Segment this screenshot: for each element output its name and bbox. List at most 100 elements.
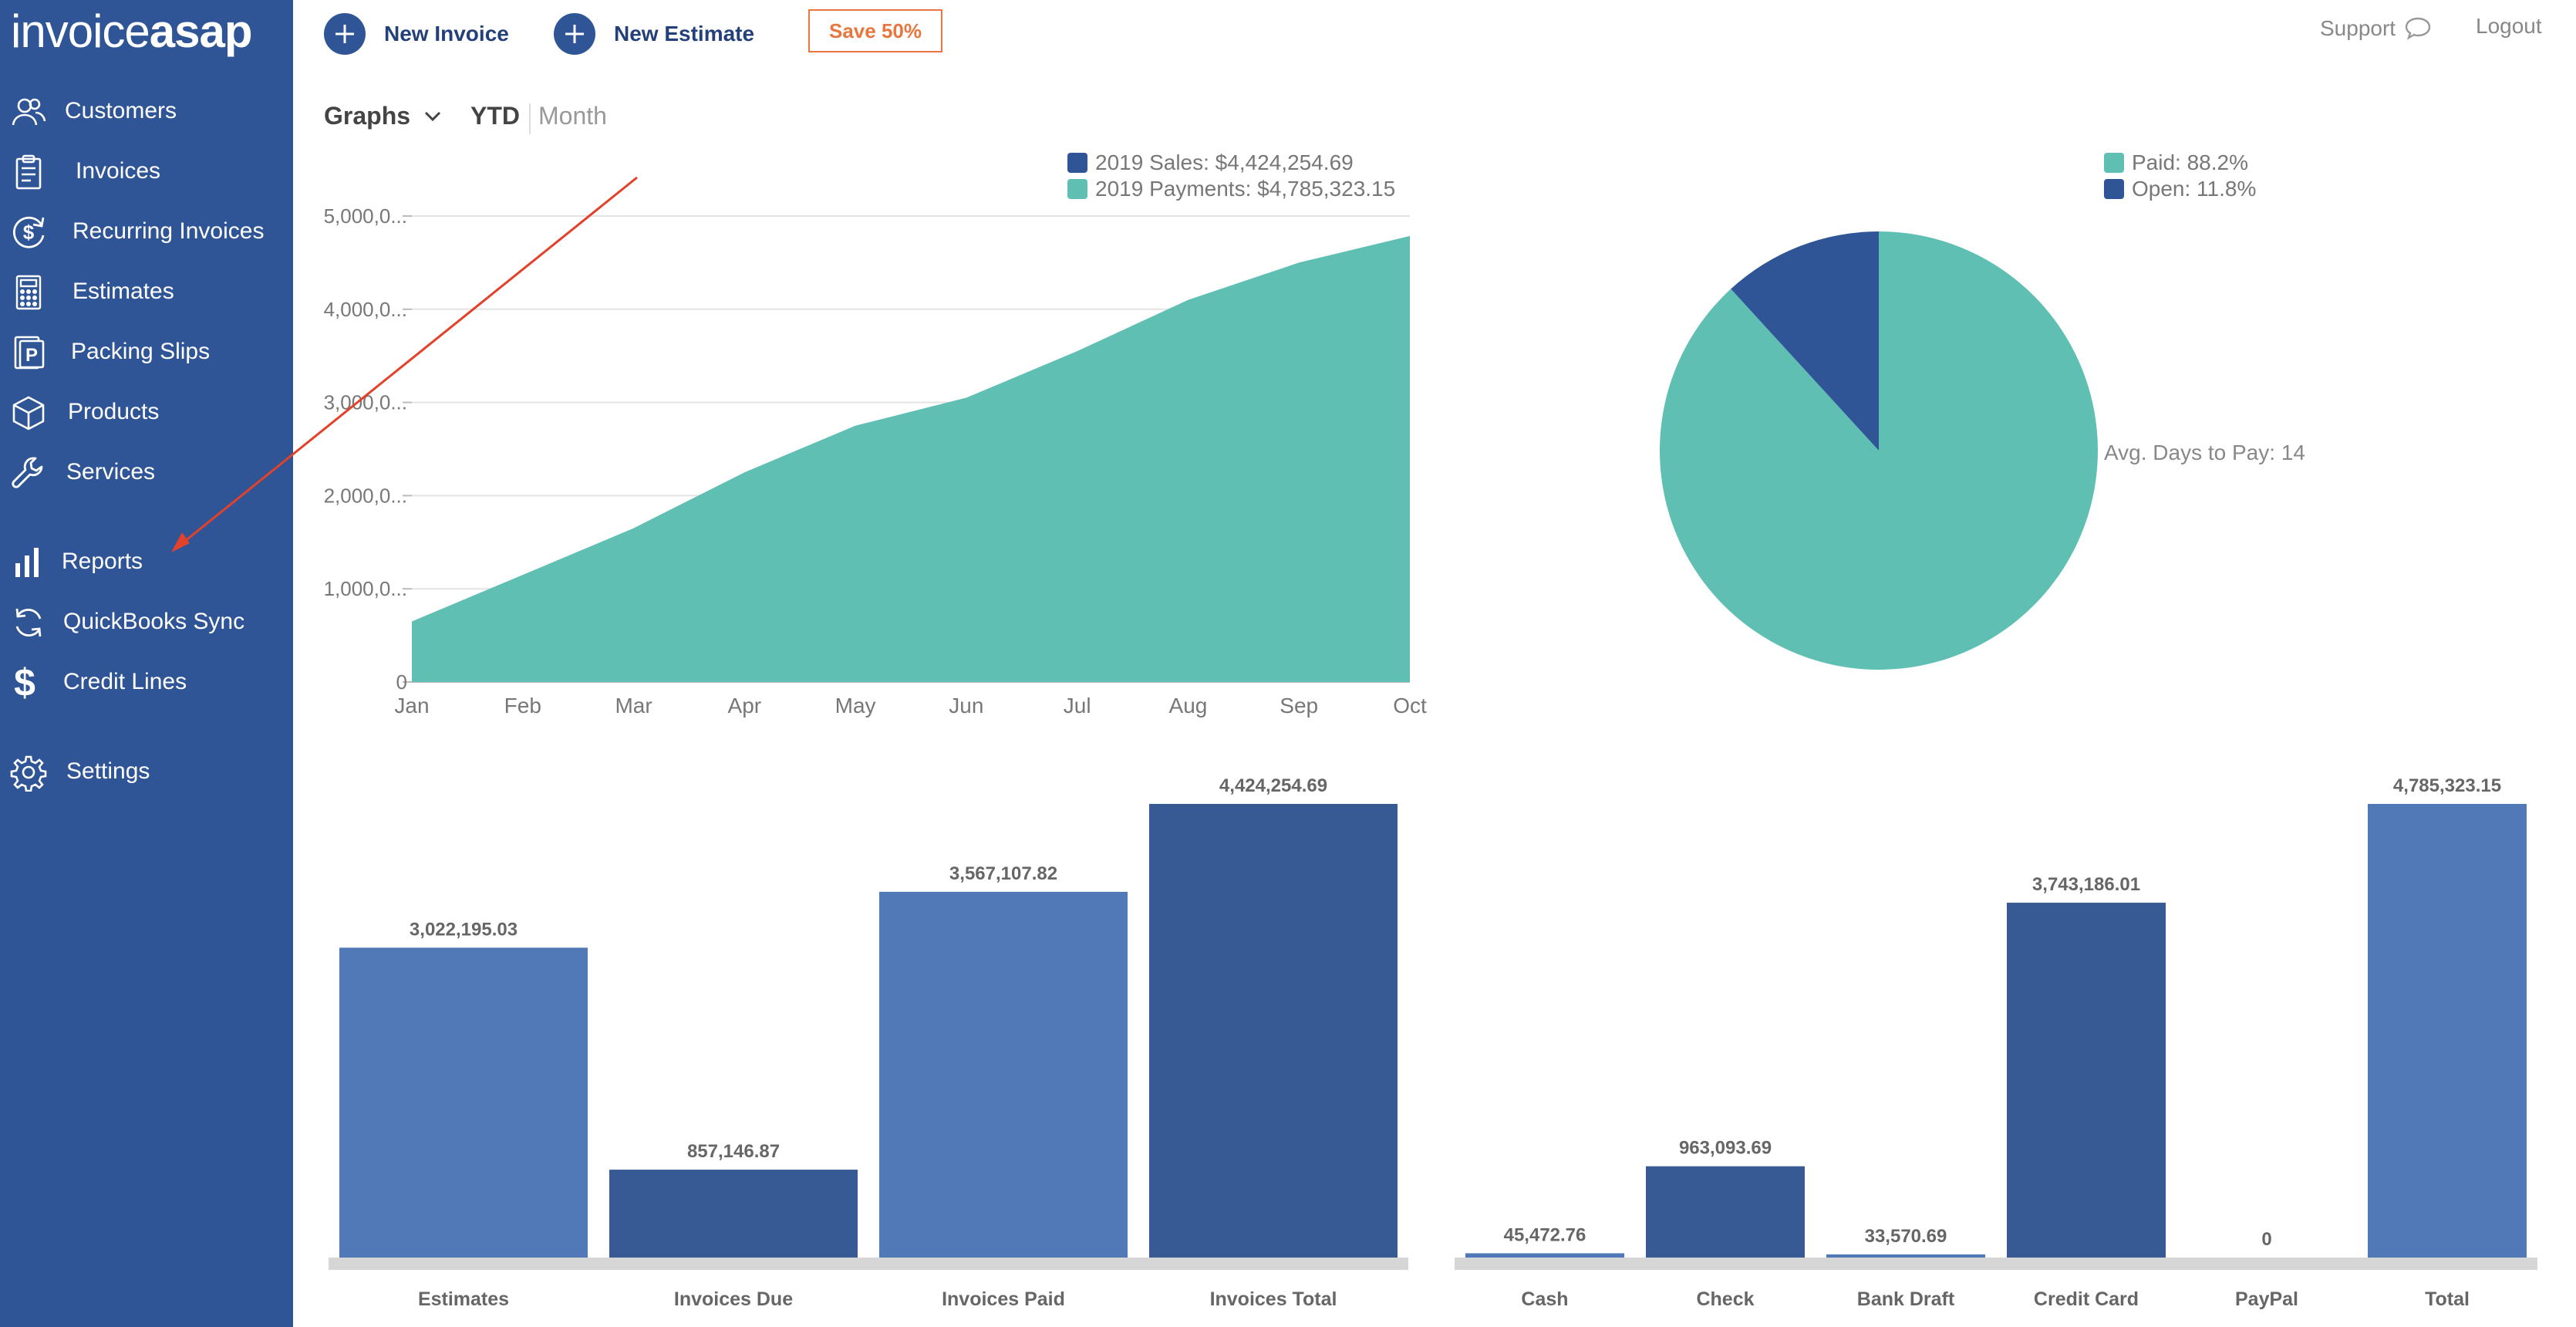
graphs-dropdown[interactable]: Graphs — [324, 102, 444, 130]
bar-baseline — [1455, 1258, 2537, 1270]
chevron-down-icon — [424, 111, 441, 121]
sidebar-item-recurring-invoices[interactable]: $ Recurring Invoices — [0, 207, 293, 256]
y-tick-label: 2,000,0... — [324, 484, 407, 507]
bar-bank-draft — [1826, 1254, 1985, 1258]
y-tick-label: 5,000,0... — [324, 204, 407, 228]
sidebar-item-packing-slips[interactable]: P Packing Slips — [0, 327, 293, 376]
area-y-tick-labels: 0 1,000,0... 2,000,0... 3,000,0... 4,000,0..… — [324, 204, 407, 694]
bar-estimates — [339, 947, 588, 1258]
svg-text:P: P — [25, 345, 38, 366]
bar-category-label: Bank Draft — [1857, 1288, 1955, 1310]
bar-value-label: 857,146.87 — [687, 1141, 780, 1162]
period-divider — [529, 103, 531, 134]
support-label: Support — [2320, 16, 2396, 40]
bar-category-label: Check — [1696, 1288, 1754, 1310]
sidebar-item-invoices[interactable]: Invoices — [0, 147, 293, 196]
period-month[interactable]: Month — [538, 102, 607, 130]
sidebar-item-credit-lines[interactable]: $ Credit Lines — [0, 657, 293, 707]
sidebar-item-label: Recurring Invoices — [72, 218, 265, 244]
new-estimate-label: New Estimate — [614, 22, 755, 46]
plus-icon — [554, 13, 595, 55]
bar-credit-card — [2007, 903, 2166, 1258]
logo[interactable]: invoice asap — [11, 5, 253, 66]
bar-value-label: 4,424,254.69 — [1219, 775, 1327, 796]
bar-chart-icon — [9, 543, 48, 582]
bar-value-label: 0 — [2261, 1229, 2271, 1250]
bar-category-label: Invoices Paid — [942, 1288, 1065, 1310]
bar-category-label: Credit Card — [2034, 1288, 2139, 1310]
bar-category-label: Invoices Total — [1210, 1288, 1337, 1310]
legend-swatch-paid — [2104, 153, 2124, 173]
y-tick-label: 0 — [396, 670, 407, 694]
x-tick-label: Jan — [394, 694, 429, 718]
svg-text:$: $ — [23, 221, 35, 244]
logo-text-bold: asap — [149, 5, 253, 57]
bar-check — [1646, 1166, 1805, 1258]
sidebar-item-reports[interactable]: Reports — [0, 537, 293, 586]
bar-category-label: Estimates — [418, 1288, 509, 1310]
legend-label-payments: 2019 Payments: $4,785,323.15 — [1095, 177, 1395, 201]
sidebar-item-label: Settings — [66, 758, 150, 784]
period-ytd[interactable]: YTD — [470, 102, 520, 130]
legend-swatch-payments — [1067, 179, 1087, 199]
area-series-payments — [412, 235, 1410, 682]
sidebar-item-label: Products — [68, 399, 160, 424]
bar-value-label: 4,785,323.15 — [2393, 775, 2501, 796]
sidebar-item-label: Customers — [65, 98, 177, 123]
bar-value-label: 33,570.69 — [1865, 1226, 1947, 1247]
pie-annotation: Avg. Days to Pay: 14 — [2104, 441, 2305, 464]
x-tick-label: May — [835, 694, 876, 718]
sidebar: invoice asap Customers Invoices $ Recurri… — [0, 0, 293, 1327]
gear-icon — [9, 753, 48, 792]
y-tick-label: 4,000,0... — [324, 298, 407, 321]
bar-category-label: Total — [2425, 1288, 2470, 1310]
sidebar-item-products[interactable]: Products — [0, 387, 293, 437]
svg-text:$: $ — [14, 664, 35, 702]
bar-value-label: 3,743,186.01 — [2032, 874, 2140, 895]
x-tick-label: Jun — [949, 694, 983, 718]
bar-value-label: 963,093.69 — [1679, 1138, 1772, 1159]
logout-link[interactable]: Logout — [2476, 14, 2542, 38]
bar-invoices-paid — [879, 891, 1128, 1258]
sidebar-item-label: Packing Slips — [71, 339, 211, 364]
annotation-arrow — [171, 176, 638, 552]
bar-value-label: 45,472.76 — [1504, 1224, 1586, 1245]
x-tick-label: Aug — [1169, 694, 1208, 718]
bar-value-label: 3,567,107.82 — [949, 863, 1057, 884]
sidebar-item-label: Reports — [62, 549, 143, 574]
area-chart: 0 1,000,0... 2,000,0... 3,000,0... 4,000,0..… — [171, 150, 1427, 718]
plus-icon — [324, 13, 366, 55]
legend-label-sales: 2019 Sales: $4,424,254.69 — [1095, 150, 1354, 174]
dollar-icon: $ — [9, 661, 48, 704]
x-tick-label: Oct — [1393, 694, 1427, 718]
area-legend: 2019 Sales: $4,424,254.69 2019 Payments:… — [1067, 150, 1395, 201]
y-tick-label: 3,000,0... — [324, 391, 407, 414]
sidebar-item-customers[interactable]: Customers — [0, 86, 293, 136]
payment-methods-bar-chart: 45,472.76 Cash 963,093.69 Check 33,570.69 Ban… — [1455, 775, 2537, 1310]
save-50-button[interactable]: Save 50% — [808, 9, 942, 52]
x-tick-label: Mar — [615, 694, 652, 718]
box-icon — [9, 393, 48, 432]
clipboard-icon — [9, 153, 48, 191]
support-link[interactable]: Support — [2320, 14, 2433, 43]
sidebar-item-estimates[interactable]: Estimates — [0, 267, 293, 316]
sidebar-item-label: Estimates — [72, 279, 174, 304]
chat-bubble-icon — [2405, 17, 2431, 40]
sidebar-item-services[interactable]: Services — [0, 447, 293, 497]
new-estimate-button[interactable]: New Estimate — [554, 11, 754, 57]
sidebar-item-label: Invoices — [76, 158, 161, 184]
new-invoice-button[interactable]: New Invoice — [324, 11, 509, 57]
legend-label-open: Open: 11.8% — [2132, 177, 2256, 201]
sidebar-item-label: Services — [66, 459, 156, 485]
bar-invoices-due — [609, 1170, 858, 1258]
sidebar-item-quickbooks-sync[interactable]: QuickBooks Sync — [0, 597, 293, 647]
x-tick-label: Jul — [1064, 694, 1091, 718]
sync-icon — [9, 603, 48, 642]
sidebar-item-settings[interactable]: Settings — [0, 747, 293, 796]
bar-category-label: Invoices Due — [674, 1288, 793, 1310]
sidebar-item-label: QuickBooks Sync — [63, 609, 245, 634]
legend-swatch-sales — [1067, 153, 1087, 173]
sidebar-item-label: Credit Lines — [63, 669, 187, 694]
